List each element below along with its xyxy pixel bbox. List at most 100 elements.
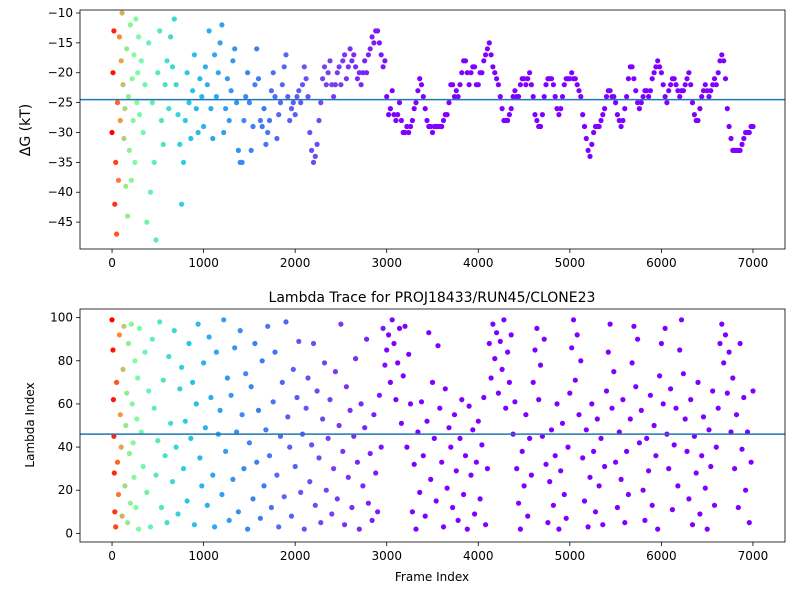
top-data-point xyxy=(263,141,269,147)
top-data-point xyxy=(384,94,390,100)
top-data-point xyxy=(466,82,472,88)
bottom-data-point xyxy=(459,397,465,403)
bottom-data-point xyxy=(109,317,115,323)
top-data-point xyxy=(624,94,630,100)
bottom-data-point xyxy=(248,384,254,390)
top-data-point xyxy=(226,117,232,124)
top-x-tick-label: 0 xyxy=(108,256,116,270)
top-x-tick-label: 2000 xyxy=(280,256,311,270)
bottom-data-point xyxy=(276,524,282,530)
top-data-point xyxy=(123,183,129,189)
bottom-data-point xyxy=(722,332,729,338)
bottom-data-point xyxy=(111,470,117,476)
top-data-point xyxy=(272,94,278,100)
top-data-point xyxy=(550,82,557,88)
bottom-data-point xyxy=(329,511,335,517)
top-data-point xyxy=(614,112,621,118)
bottom-data-point xyxy=(457,435,463,441)
bottom-data-point xyxy=(624,448,630,454)
bottom-data-point xyxy=(122,483,128,489)
bottom-data-point xyxy=(516,500,522,506)
bottom-data-point xyxy=(640,487,646,493)
top-data-point xyxy=(257,117,263,124)
top-data-point xyxy=(396,100,403,106)
bottom-data-point xyxy=(288,513,295,519)
top-data-point xyxy=(252,82,258,88)
bottom-x-axis-ticks: 0 1000 2000 3000 4000 5000 6000 7000 xyxy=(108,542,768,563)
top-data-point xyxy=(116,34,122,40)
bottom-data-point xyxy=(671,442,677,448)
top-data-point xyxy=(631,76,637,82)
bottom-data-point xyxy=(228,392,234,398)
top-data-point xyxy=(583,135,589,142)
bottom-data-point xyxy=(633,384,639,390)
top-plot-area xyxy=(80,10,785,249)
bottom-data-point xyxy=(413,526,419,532)
top-data-point xyxy=(338,82,344,88)
top-data-point xyxy=(600,112,606,118)
bottom-y-tick-label: 60 xyxy=(58,397,73,411)
top-data-point xyxy=(525,76,531,82)
top-y-tick-label: −35 xyxy=(48,155,73,169)
bottom-data-point xyxy=(536,397,542,403)
top-data-point xyxy=(719,52,725,58)
top-data-point xyxy=(567,76,573,82)
top-data-point xyxy=(276,112,282,118)
top-data-point xyxy=(197,76,203,82)
bottom-data-point xyxy=(353,356,359,362)
bottom-y-axis-label: Lambda Index xyxy=(23,382,37,467)
top-data-point xyxy=(336,64,342,70)
bottom-data-point xyxy=(124,390,130,396)
bottom-data-point xyxy=(334,496,340,502)
top-data-point xyxy=(671,76,677,82)
top-data-point xyxy=(710,82,716,88)
top-data-point xyxy=(704,88,710,94)
top-data-point xyxy=(184,70,190,76)
bottom-data-point xyxy=(294,394,300,401)
bottom-data-point xyxy=(530,379,536,385)
bottom-data-point xyxy=(466,403,472,409)
bottom-data-point xyxy=(380,325,386,331)
top-plot-frame xyxy=(79,9,786,250)
top-data-point xyxy=(700,88,707,94)
top-data-point xyxy=(561,82,567,88)
top-data-point xyxy=(118,58,124,64)
bottom-data-point xyxy=(662,325,668,331)
bottom-data-point xyxy=(666,466,672,472)
top-data-point xyxy=(109,129,115,136)
bottom-data-point xyxy=(548,427,555,433)
bottom-data-point xyxy=(592,509,599,515)
top-data-point xyxy=(234,100,240,106)
top-data-point xyxy=(587,153,593,159)
bottom-data-point xyxy=(644,435,650,441)
bottom-data-point xyxy=(261,483,267,489)
bottom-data-point xyxy=(455,517,461,524)
top-data-point xyxy=(530,94,536,100)
top-data-point xyxy=(413,100,419,106)
top-data-point xyxy=(552,94,558,100)
top-data-point xyxy=(475,82,481,88)
bottom-y-tick-label: 20 xyxy=(58,483,73,497)
bottom-data-point xyxy=(367,450,373,457)
bottom-data-point xyxy=(576,412,582,418)
top-data-point xyxy=(453,88,459,94)
bottom-data-point xyxy=(450,504,456,511)
top-data-point xyxy=(741,135,747,142)
bottom-data-point xyxy=(169,479,176,485)
bottom-data-point xyxy=(570,317,577,323)
top-data-point xyxy=(662,94,668,100)
bottom-data-point xyxy=(574,332,580,338)
bottom-data-point xyxy=(700,414,707,420)
bottom-data-point xyxy=(125,340,132,347)
top-y-tick-label: −25 xyxy=(48,96,73,110)
bottom-data-point xyxy=(479,442,485,448)
bottom-data-point xyxy=(506,379,512,385)
top-data-point xyxy=(585,147,591,153)
top-data-point xyxy=(199,94,205,100)
top-data-point xyxy=(147,189,154,195)
bottom-data-point xyxy=(219,491,225,498)
bottom-data-point xyxy=(404,444,410,450)
top-data-point xyxy=(675,88,681,94)
top-panel: 0 1000 2000 3000 4000 5000 6000 7000 −45−40−35−… xyxy=(18,6,786,270)
top-data-point xyxy=(121,135,127,142)
